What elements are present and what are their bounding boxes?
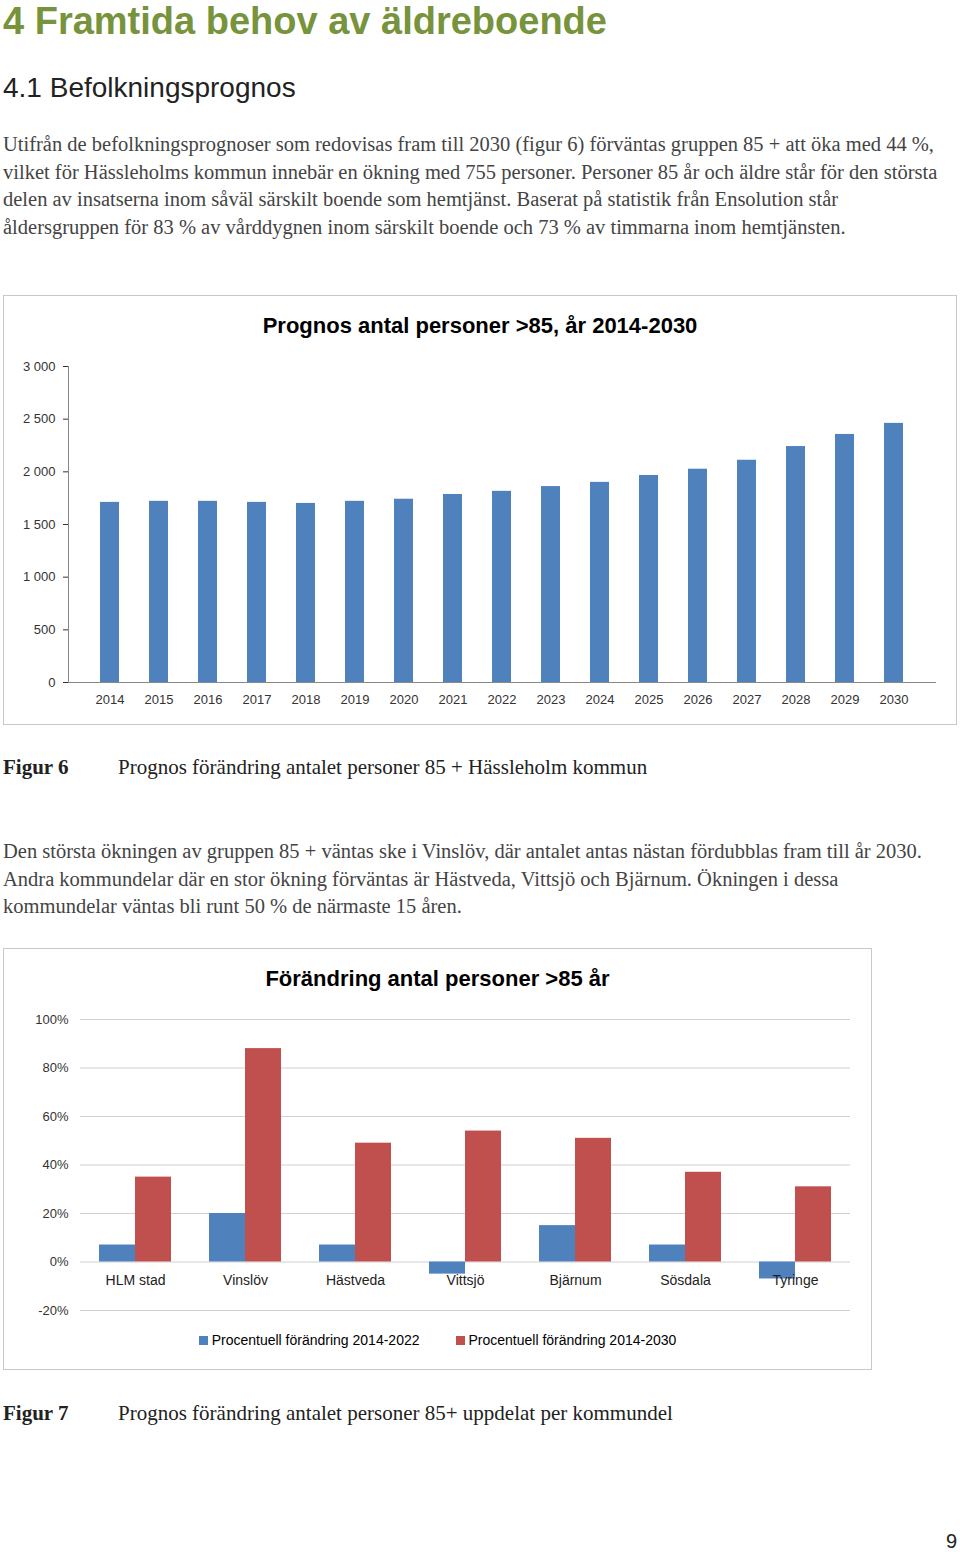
html-text:Prognos antal personer >85, år: Prognos antal personer >85, år 2014-2030 <box>262 313 698 338</box>
svg-text:2022: 2022 <box>488 692 517 707</box>
svg-text:2025: 2025 <box>635 692 664 707</box>
svg-text:2028: 2028 <box>782 692 811 707</box>
svg-text:Bjärnum: Bjärnum <box>549 1272 601 1288</box>
svg-text:2029: 2029 <box>831 692 860 707</box>
svg-text:2023: 2023 <box>537 692 566 707</box>
svg-text:2019: 2019 <box>341 692 370 707</box>
html-text:4.1 Befolkningsprognos: 4.1 Befolkningsprognos <box>3 72 296 103</box>
svg-text:80%: 80% <box>42 1060 68 1075</box>
html-text:9: 9 <box>945 1530 957 1552</box>
svg-text:2024: 2024 <box>586 692 615 707</box>
svg-text:2030: 2030 <box>880 692 909 707</box>
svg-text:HLM stad: HLM stad <box>106 1272 166 1288</box>
html-text:Utifrån de befolkningsprognose: Utifrån de befolkningsprognoser som redo… <box>3 133 938 238</box>
svg-text:Tyringe: Tyringe <box>773 1272 819 1288</box>
svg-text:2021: 2021 <box>439 692 468 707</box>
svg-text:2026: 2026 <box>684 692 713 707</box>
svg-text:2014: 2014 <box>96 692 125 707</box>
svg-text:100%: 100% <box>35 1012 69 1027</box>
svg-text:2020: 2020 <box>390 692 419 707</box>
svg-text:1 500: 1 500 <box>23 517 56 532</box>
svg-text:Vinslöv: Vinslöv <box>223 1272 268 1288</box>
html-text:4 Framtida behov av äldreboend: 4 Framtida behov av äldreboende <box>3 0 607 42</box>
svg-text:2 000: 2 000 <box>23 464 56 479</box>
svg-text:2018: 2018 <box>292 692 321 707</box>
svg-text:60%: 60% <box>42 1109 68 1124</box>
html-text:Procentuell förändring 2014-20: Procentuell förändring 2014-2022 <box>211 1332 420 1348</box>
html-text:Den största ökningen av gruppe: Den största ökningen av gruppen 85 + vän… <box>3 840 922 917</box>
svg-text:2016: 2016 <box>194 692 223 707</box>
html-text:Prognos förändring antalet per: Prognos förändring antalet personer 85+ … <box>118 1401 673 1425</box>
html-text:Förändring antal personer >85: Förändring antal personer >85 år <box>265 966 610 991</box>
svg-text:2015: 2015 <box>145 692 174 707</box>
html-text:Figur 7: Figur 7 <box>3 1401 69 1425</box>
svg-text:500: 500 <box>34 622 56 637</box>
html-text:Figur 6: Figur 6 <box>3 755 69 779</box>
svg-text:0: 0 <box>48 675 55 690</box>
svg-text:Sösdala: Sösdala <box>660 1272 711 1288</box>
svg-text:1 000: 1 000 <box>23 569 56 584</box>
svg-text:20%: 20% <box>42 1206 68 1221</box>
svg-text:2 500: 2 500 <box>23 411 56 426</box>
svg-text:Hästveda: Hästveda <box>326 1272 385 1288</box>
svg-text:2017: 2017 <box>243 692 272 707</box>
svg-text:-20%: -20% <box>38 1303 69 1318</box>
svg-text:Vittsjö: Vittsjö <box>447 1272 485 1288</box>
svg-text:2027: 2027 <box>733 692 762 707</box>
svg-text:0%: 0% <box>50 1254 69 1269</box>
html-text:Procentuell förändring 2014-20: Procentuell förändring 2014-2030 <box>468 1332 677 1348</box>
svg-text:40%: 40% <box>42 1157 68 1172</box>
html-text:Prognos förändring antalet per: Prognos förändring antalet personer 85 +… <box>118 755 648 779</box>
svg-text:3 000: 3 000 <box>23 359 56 374</box>
